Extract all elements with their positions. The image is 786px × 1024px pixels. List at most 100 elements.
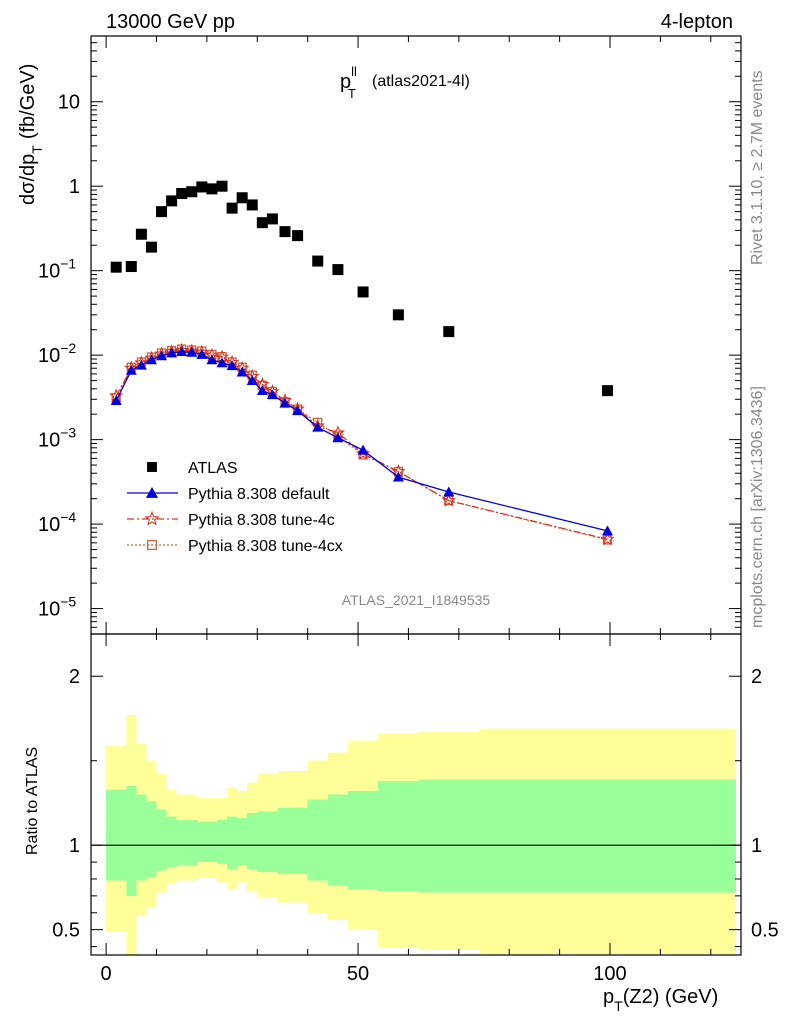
data-point: [601, 525, 613, 536]
data-point: [441, 493, 456, 507]
ratio-inner-band-bin: [216, 819, 228, 864]
mcplots-label: mcplots.cern.ch [arXiv:1306.3436]: [749, 386, 766, 628]
ratio-inner-band-bin: [237, 818, 248, 866]
legend-marker: [146, 539, 158, 551]
data-point: [166, 347, 178, 358]
plot-title-main: p: [340, 71, 351, 93]
data-point: [166, 195, 178, 207]
plot-title-sub: T: [348, 86, 356, 101]
ratio-inner-band-bin: [277, 808, 308, 874]
main-y-label-main: dσ/dp: [17, 154, 39, 205]
legend-label: ATLAS: [188, 460, 238, 477]
legend-item: Pythia 8.308 tune-4c: [127, 510, 335, 529]
x-axis-label: pT(Z2) (GeV): [603, 986, 718, 1014]
ratio-inner-band-bin: [156, 809, 167, 871]
y-tick-label: 10−2: [38, 340, 76, 367]
data-point: [176, 346, 188, 357]
data-point: [256, 385, 268, 396]
ratio-inner-band-bin: [166, 816, 177, 868]
ratio-y-tick-label-left: 0.5: [52, 920, 80, 942]
data-point: [332, 264, 344, 276]
plot-title-sup: ll: [351, 64, 357, 79]
x-label-sub: T: [614, 998, 623, 1014]
legend-label: Pythia 8.308 tune-4cx: [188, 538, 343, 555]
data-point: [246, 375, 258, 385]
main-y-label-suffix: (fb/GeV): [17, 64, 39, 140]
main-series-group: [109, 180, 615, 546]
data-point: [312, 255, 324, 267]
data-point: [266, 389, 278, 400]
ratio-y-axis-label: Ratio to ATLAS: [24, 747, 41, 855]
legend-marker: [145, 486, 159, 498]
ratio-panel-frame: [90, 633, 742, 956]
data-point: [145, 354, 157, 365]
data-point: [332, 432, 344, 443]
data-point: [216, 357, 228, 368]
data-point: [443, 326, 455, 338]
legend-item: Pythia 8.308 default: [127, 486, 330, 503]
main-axis-ticks: 10 1 10−1 10−2 10−3 10−4 10−5: [38, 35, 741, 634]
data-point: [357, 444, 369, 455]
ratio-inner-band-bin: [196, 821, 217, 863]
legend-label: Pythia 8.308 default: [188, 486, 330, 503]
y-tick-label: 10−5: [38, 594, 76, 621]
ratio-y-tick-label-right: 0.5: [751, 920, 779, 942]
rivet-label: Rivet 3.1.10, ≥ 2.7M events: [749, 70, 766, 265]
data-point: [125, 261, 137, 273]
legend-marker: [147, 462, 157, 472]
y-tick-label: 10−4: [38, 509, 76, 536]
series-pythia-8-308-default: [110, 346, 613, 536]
analysis-id: ATLAS_2021_I1849535: [342, 592, 491, 608]
y-tick-label: 10−3: [38, 425, 76, 452]
data-point: [206, 183, 218, 195]
y-tick-label: 10−1: [38, 256, 76, 283]
ratio-inner-band-bin: [146, 801, 157, 878]
data-point: [186, 346, 198, 357]
data-point: [443, 486, 455, 497]
data-point: [600, 531, 615, 546]
data-point: [135, 228, 147, 240]
ratio-axis-ticks: 0 50 100 2 2 1 1 0.5 0.5: [52, 634, 779, 985]
x-label-main: p: [603, 986, 614, 1008]
data-point: [226, 360, 238, 371]
data-point: [266, 213, 278, 225]
ratio-inner-band-bin: [176, 819, 197, 866]
data-point: [110, 261, 122, 273]
ratio-y-tick-label-left: 2: [69, 666, 80, 688]
data-point: [602, 535, 613, 545]
data-point: [392, 471, 404, 482]
data-point: [206, 354, 218, 365]
x-tick-label: 0: [101, 963, 112, 985]
ratio-inner-band-bin: [227, 816, 238, 869]
data-point: [156, 206, 168, 218]
plot-title-suffix: (atlas2021-4l): [372, 73, 470, 90]
series-atlas: [110, 180, 613, 397]
ratio-y-tick-label-right: 1: [751, 835, 762, 857]
data-point: [176, 187, 188, 199]
data-point: [312, 421, 324, 432]
data-point: [216, 180, 228, 192]
data-point: [279, 397, 291, 408]
ratio-y-tick-label-right: 2: [751, 666, 762, 688]
legend-marker: [144, 510, 160, 526]
ratio-inner-band-bin: [347, 791, 379, 890]
ratio-inner-band-bin: [418, 779, 479, 893]
x-tick-label: 100: [593, 963, 626, 985]
ratio-bands: [106, 715, 736, 955]
y-tick-label: 10: [58, 92, 80, 114]
ratio-inner-band-bin: [106, 789, 127, 881]
ratio-y-tick-label-left: 1: [69, 835, 80, 857]
x-tick-label: 50: [347, 963, 369, 985]
y-tick-label: 1: [69, 176, 80, 198]
collision-label: 13000 GeV pp: [106, 11, 235, 33]
data-point: [135, 359, 147, 370]
data-point: [292, 405, 304, 416]
series-line: [115, 349, 608, 540]
ratio-inner-band-bin: [247, 813, 258, 869]
x-label-suffix: (Z2) (GeV): [623, 986, 719, 1008]
main-y-axis-label: dσ/dpT (fb/GeV): [17, 64, 45, 205]
data-point: [156, 350, 168, 361]
ratio-inner-band-bin: [327, 794, 348, 886]
data-point: [357, 286, 369, 298]
